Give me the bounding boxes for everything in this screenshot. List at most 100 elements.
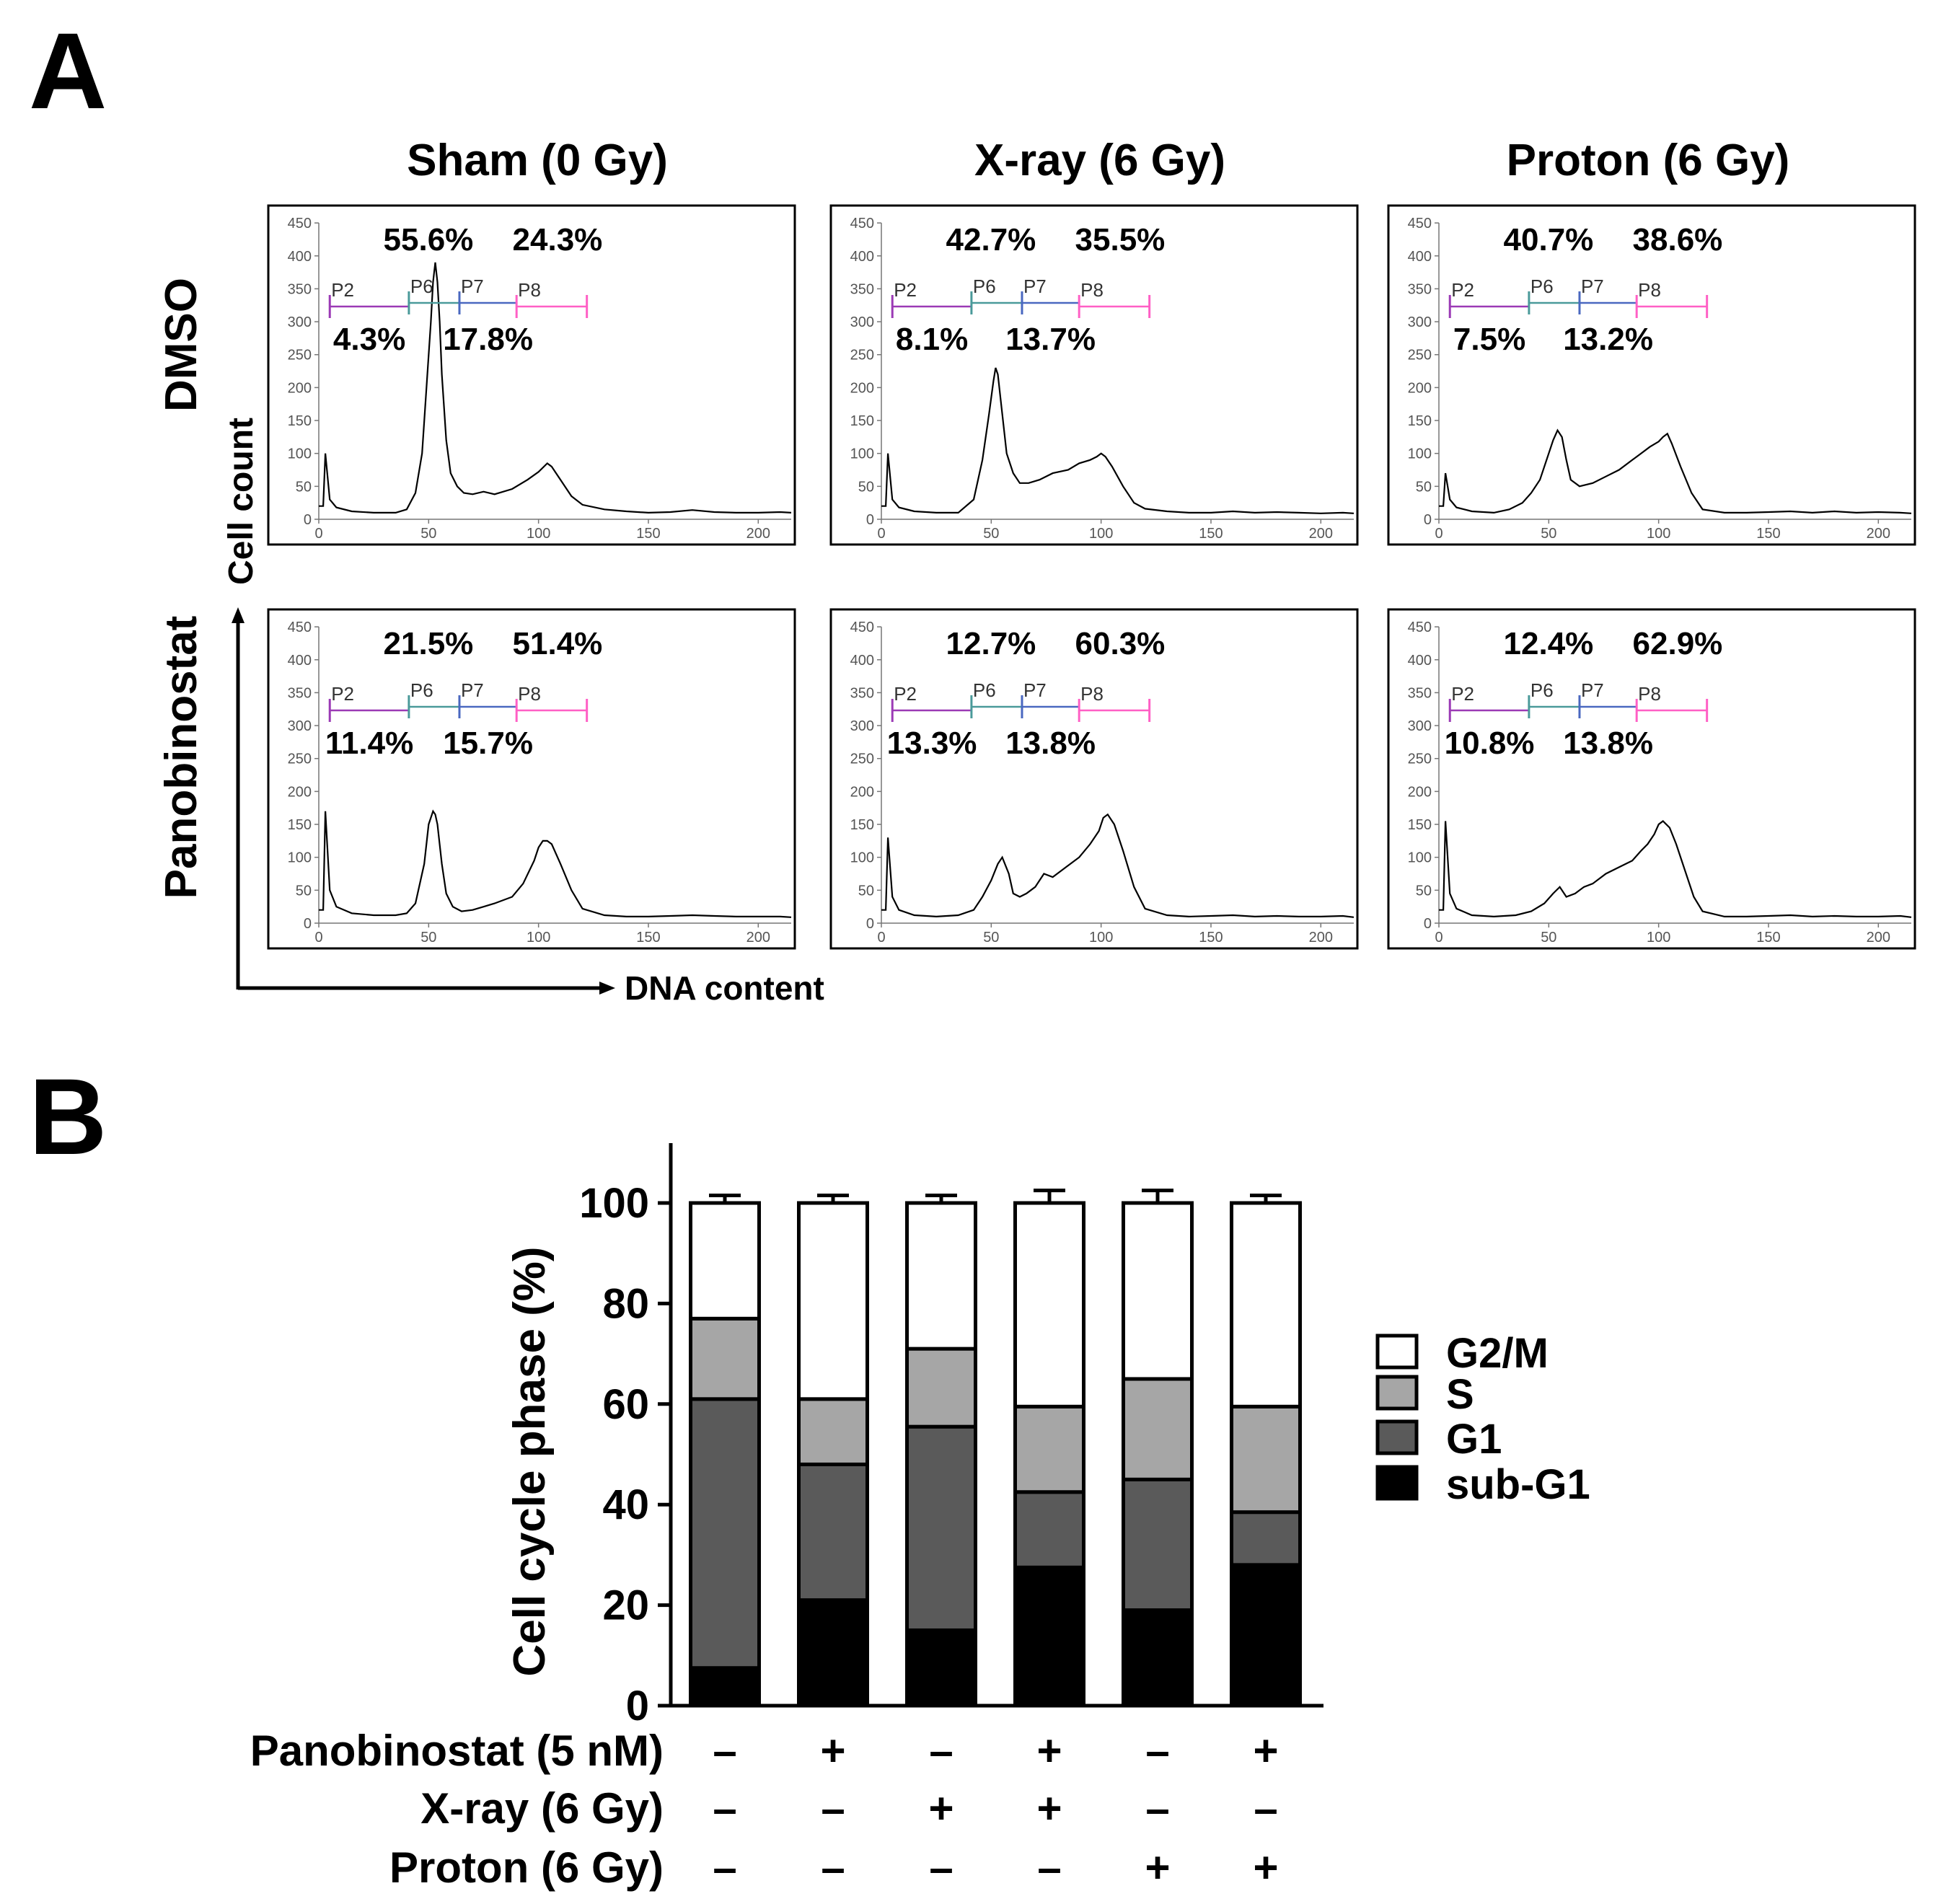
gate-label-p7: P7 [1023, 276, 1047, 297]
pct-g2m: 51.4% [513, 626, 603, 661]
treatment-sign: + [1253, 1727, 1278, 1775]
gate-label-p8: P8 [1080, 279, 1104, 301]
bar-sub-g1-3 [905, 1628, 977, 1708]
x-tick-label: 0 [877, 526, 885, 542]
treatment-sign: + [820, 1727, 845, 1775]
gate-label-p6: P6 [973, 276, 996, 297]
pct-g1: 42.7% [946, 222, 1036, 257]
y-tick-label: 0 [1424, 512, 1432, 528]
pct-subg1: 4.3% [333, 322, 405, 357]
gate-label-p6: P6 [1530, 276, 1554, 297]
gate-label-p8: P8 [1638, 683, 1661, 705]
x-tick-label: 150 [1756, 930, 1780, 946]
pct-g1: 12.7% [946, 626, 1036, 661]
legend-swatch-s [1375, 1375, 1419, 1411]
y-tick-label: 150 [850, 413, 874, 429]
pct-s: 15.7% [443, 726, 533, 761]
histogram-line [881, 367, 1355, 514]
treatment-label-3: Proton (6 Gy) [389, 1843, 664, 1892]
y-tick-label: 50 [296, 479, 312, 495]
treatment-sign: – [713, 1727, 736, 1775]
bar-g2-m-1 [689, 1201, 761, 1321]
pct-subg1: 13.3% [887, 726, 977, 761]
y-tick-label: 0 [866, 512, 874, 528]
bar-g1-4 [1013, 1490, 1085, 1569]
x-tick-label: 100 [1647, 526, 1670, 542]
bar-sub-g1-5 [1122, 1608, 1194, 1708]
y-tick-label: 200 [850, 380, 874, 396]
gate-label-p8: P8 [1080, 683, 1104, 705]
y-tick-label: 300 [850, 718, 874, 734]
bar-g1-1 [689, 1397, 761, 1670]
gate-label-p8: P8 [518, 683, 541, 705]
y-tick-label: 50 [1416, 883, 1432, 899]
y-tick-label: 250 [850, 348, 874, 363]
y-tick-label: 50 [858, 479, 874, 495]
y-tick-label: 450 [288, 216, 312, 232]
bar-g2-m-6 [1230, 1201, 1302, 1409]
x-tick-label: 50 [420, 526, 436, 542]
treatment-sign: + [928, 1784, 953, 1833]
y-tick-label: 50 [296, 883, 312, 899]
treatment-sign: + [1036, 1784, 1062, 1833]
legend-label-sub-g1: sub-G1 [1446, 1461, 1590, 1508]
histogram-panel-4: 0 50 100 150 200 250 300 350 400 450 0 50 100 150 200 P… [267, 608, 796, 950]
x-tick-label: 150 [1199, 930, 1223, 946]
x-tick-label: 150 [636, 526, 660, 542]
y-tick-label: 300 [288, 314, 312, 330]
x-tick-label: 150 [1199, 526, 1223, 542]
y-tick-label: 350 [850, 281, 874, 297]
pct-g2m: 62.9% [1633, 626, 1723, 661]
gate-label-p6: P6 [410, 679, 433, 701]
treatment-sign: – [1145, 1784, 1169, 1833]
pct-g1: 40.7% [1504, 222, 1594, 257]
stacked-bar-chart: 0 20 40 60 80 100 Cell cycle phase (%) Panobino… [250, 1143, 1590, 1892]
bar-group-1 [689, 1194, 761, 1708]
y-tick-label: 350 [1408, 685, 1432, 701]
treatment-sign: – [821, 1784, 845, 1833]
x-tick-label: 0 [877, 930, 885, 946]
x-tick-label: 50 [983, 930, 999, 946]
gate-label-p7: P7 [461, 276, 484, 297]
treatment-label-2: X-ray (6 Gy) [420, 1784, 664, 1833]
y-tick-label: 450 [850, 620, 874, 635]
gate-label-p2: P2 [1451, 279, 1474, 301]
y-arrow-head [232, 607, 245, 623]
x-tick-label: 200 [1309, 930, 1333, 946]
row-label-dmso: DMSO [157, 278, 206, 412]
col-title-xray: X-ray (6 Gy) [974, 136, 1225, 185]
y-tick-label: 150 [1408, 817, 1432, 833]
y-tick-label: 250 [850, 752, 874, 767]
legend-label-g1: G1 [1446, 1416, 1502, 1463]
y-tick-label: 100 [288, 850, 312, 866]
treatment-sign: – [713, 1784, 736, 1833]
pct-s: 13.8% [1563, 726, 1653, 761]
x-tick-label: 200 [1867, 526, 1890, 542]
y-tick-label: 250 [1408, 752, 1432, 767]
y-tick-label: 100 [288, 446, 312, 462]
gate-label-p7: P7 [461, 679, 484, 701]
pct-s: 13.8% [1005, 726, 1096, 761]
bar-g2-m-5 [1122, 1201, 1194, 1381]
y-tick-label: 400 [1408, 249, 1432, 265]
y-tick-label: 350 [288, 281, 312, 297]
bar-s-1 [689, 1316, 761, 1401]
panel-b-letter: B [29, 1056, 107, 1177]
pct-g1: 12.4% [1504, 626, 1594, 661]
pct-subg1: 10.8% [1445, 726, 1535, 761]
x-tick-label: 100 [527, 526, 550, 542]
y-axis-label-cell-count: Cell count [222, 418, 260, 585]
histogram-panel-5: 0 50 100 150 200 250 300 350 400 450 0 50 100 150 200 P… [829, 608, 1359, 950]
y-tick-label: 200 [288, 380, 312, 396]
treatment-sign: – [1037, 1843, 1061, 1892]
y-tick-label: 300 [1408, 718, 1432, 734]
bar-sub-g1-6 [1230, 1563, 1302, 1708]
pct-g2m: 24.3% [513, 222, 603, 257]
x-tick-label: 100 [1089, 526, 1113, 542]
x-tick-label: 200 [746, 526, 770, 542]
x-tick-label: 150 [636, 930, 660, 946]
x-tick-label: 50 [1541, 930, 1556, 946]
x-tick-label: 150 [1756, 526, 1780, 542]
y-tick-label: 50 [1416, 479, 1432, 495]
y-tick-label: 400 [1408, 653, 1432, 669]
